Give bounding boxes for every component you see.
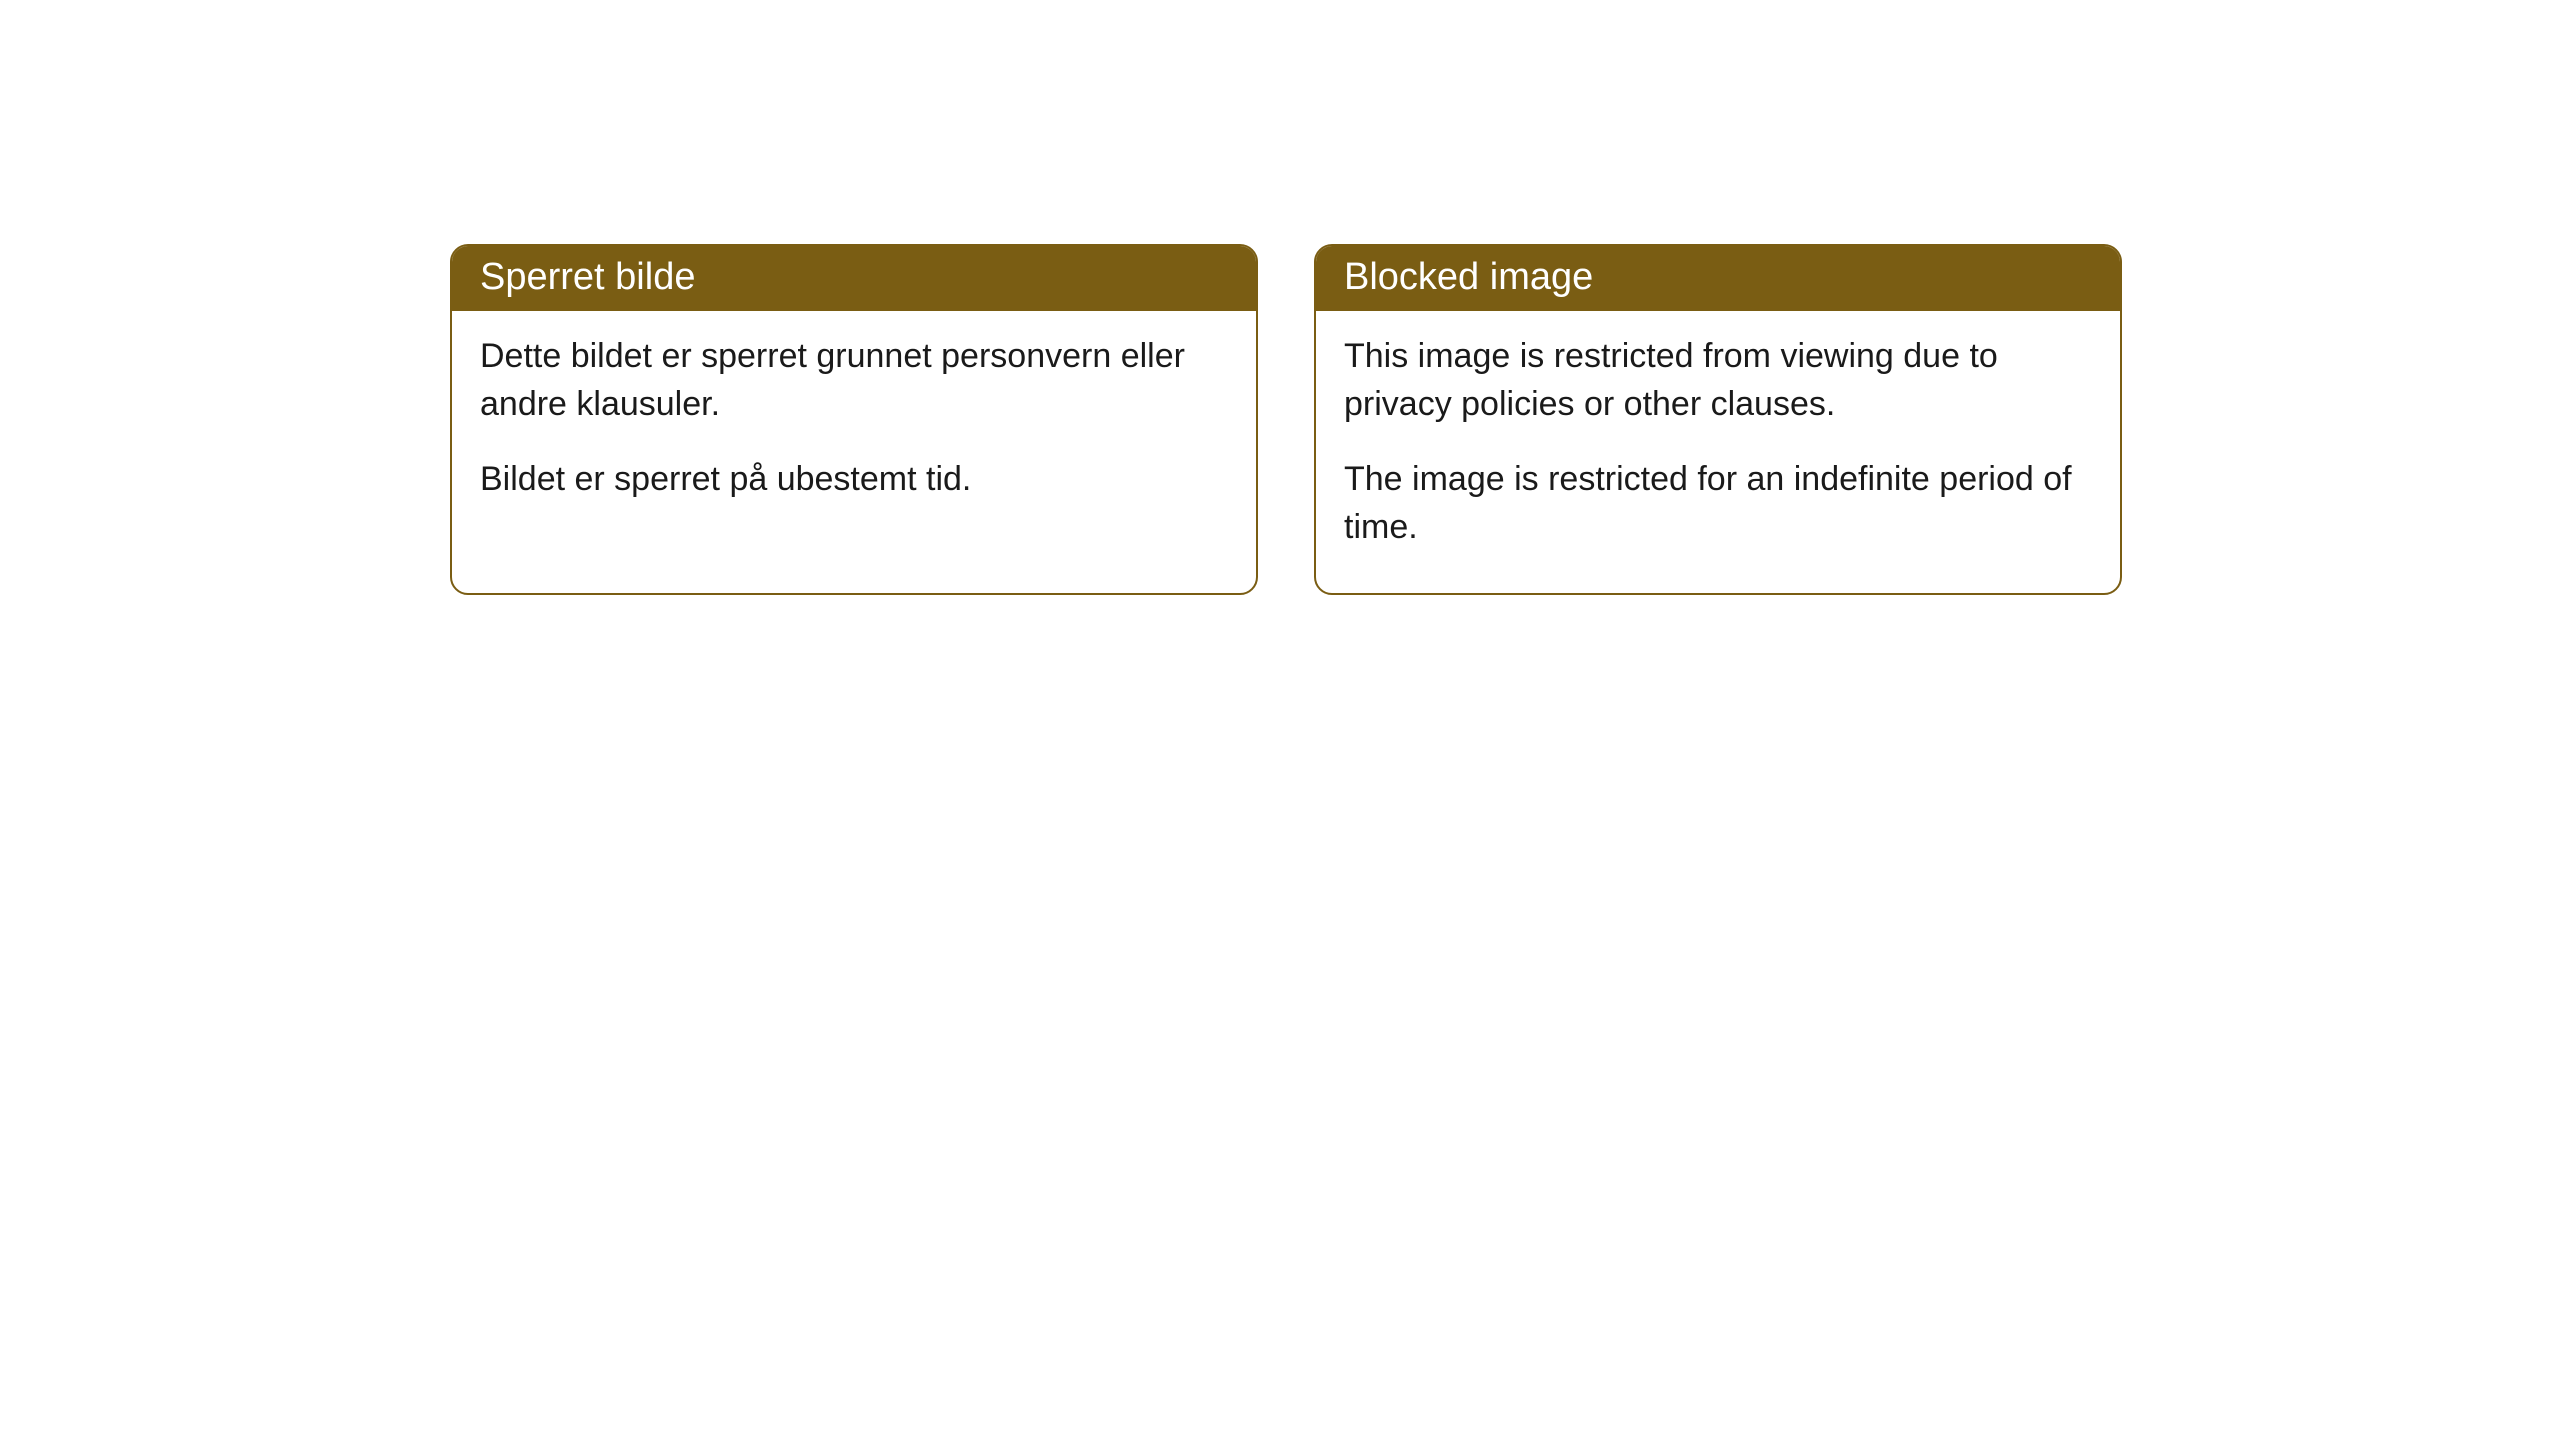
card-title-no: Sperret bilde: [480, 256, 695, 298]
card-body-no: Dette bildet er sperret grunnet personve…: [452, 311, 1256, 546]
card-header-en: Blocked image: [1316, 246, 2120, 311]
card-title-en: Blocked image: [1344, 256, 1593, 298]
card-text-en-2: The image is restricted for an indefinit…: [1344, 456, 2092, 551]
card-body-en: This image is restricted from viewing du…: [1316, 311, 2120, 593]
card-text-no-2: Bildet er sperret på ubestemt tid.: [480, 456, 1228, 504]
card-header-no: Sperret bilde: [452, 246, 1256, 311]
card-container: Sperret bilde Dette bildet er sperret gr…: [0, 0, 2560, 595]
card-text-no-1: Dette bildet er sperret grunnet personve…: [480, 333, 1228, 428]
blocked-image-card-en: Blocked image This image is restricted f…: [1314, 244, 2122, 595]
card-text-en-1: This image is restricted from viewing du…: [1344, 333, 2092, 428]
blocked-image-card-no: Sperret bilde Dette bildet er sperret gr…: [450, 244, 1258, 595]
